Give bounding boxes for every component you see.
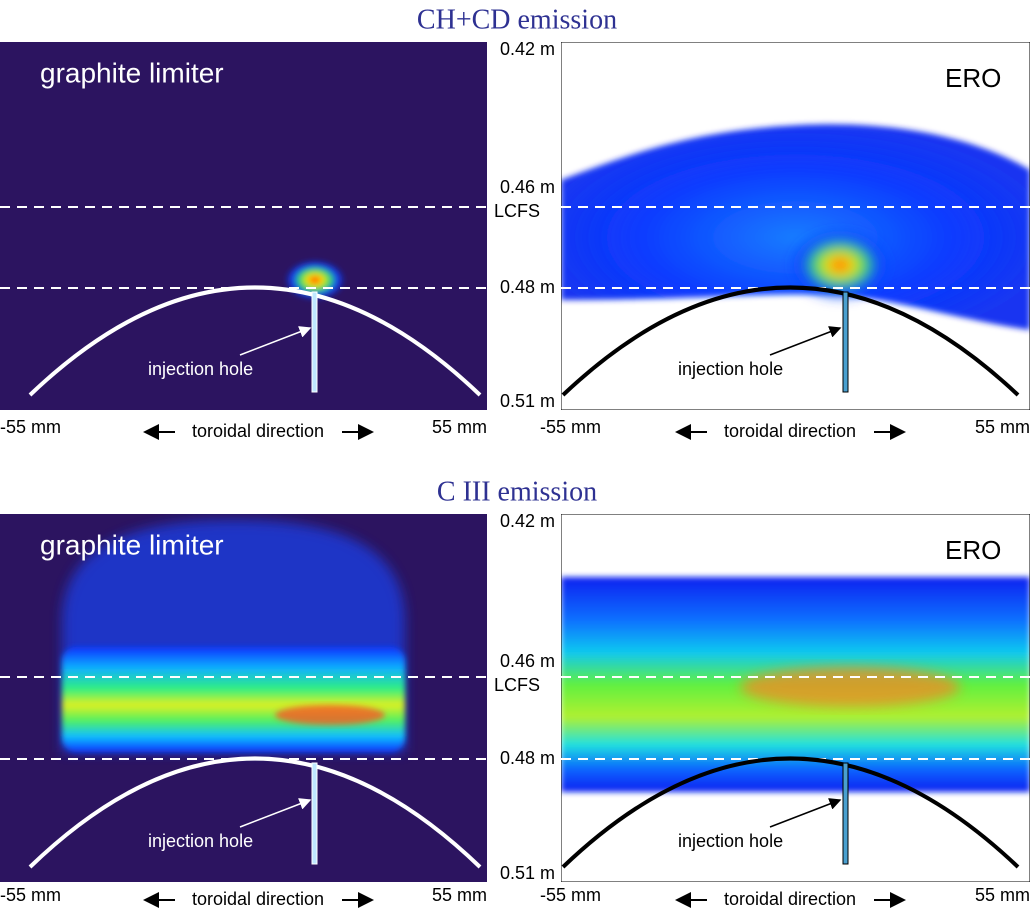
row: C III emission graphite limiter ERO inje… <box>0 476 1030 909</box>
limiter-contour <box>28 756 482 869</box>
y-label: LCFS <box>494 675 540 695</box>
injection-hole <box>311 762 318 865</box>
x-label: -55 mm <box>0 885 61 905</box>
x-label: -55 mm <box>540 417 601 437</box>
annotation: injection hole <box>148 359 253 379</box>
image-label: ERO <box>945 535 1001 565</box>
limiter-contour <box>561 285 1020 397</box>
y-label: 0.42 m <box>500 39 555 59</box>
ero-image <box>561 514 1030 882</box>
x-label: toroidal direction <box>724 421 856 441</box>
y-label: LCFS <box>494 201 540 221</box>
image-label: graphite limiter <box>40 529 224 560</box>
injection-hole <box>311 291 318 393</box>
image-label: graphite limiter <box>40 57 224 88</box>
x-label: toroidal direction <box>192 889 324 909</box>
arrow <box>239 326 312 356</box>
y-label: 0.46 m <box>500 651 555 671</box>
arrow <box>769 798 842 828</box>
annotation: injection hole <box>148 831 253 851</box>
x-label: -55 mm <box>0 417 61 437</box>
row-title: CH+CD emission <box>417 4 617 35</box>
y-label: 0.51 m <box>500 863 555 883</box>
camera-image <box>0 514 487 882</box>
injection-hole <box>842 291 849 393</box>
arrow <box>769 326 842 356</box>
annotation: injection hole <box>678 831 783 851</box>
annotation: injection hole <box>678 359 783 379</box>
arrow <box>239 798 312 828</box>
x-label: -55 mm <box>540 885 601 905</box>
y-label: 0.42 m <box>500 511 555 531</box>
x-label: 55 mm <box>975 417 1030 437</box>
x-label: 55 mm <box>432 885 487 905</box>
image-label: ERO <box>945 63 1001 93</box>
limiter-contour <box>28 285 482 397</box>
row: CH+CD emission graphite limiter ERO inje… <box>0 4 1030 441</box>
injection-hole <box>842 762 849 865</box>
x-label: toroidal direction <box>192 421 324 441</box>
x-label: toroidal direction <box>724 889 856 909</box>
x-label: 55 mm <box>432 417 487 437</box>
y-label: 0.46 m <box>500 177 555 197</box>
ero-image <box>561 42 1030 410</box>
camera-image <box>0 42 487 410</box>
y-label: 0.48 m <box>500 277 555 297</box>
y-label: 0.51 m <box>500 391 555 411</box>
x-label: 55 mm <box>975 885 1030 905</box>
row-title: C III emission <box>437 476 597 507</box>
y-label: 0.48 m <box>500 748 555 768</box>
limiter-contour <box>561 756 1020 869</box>
